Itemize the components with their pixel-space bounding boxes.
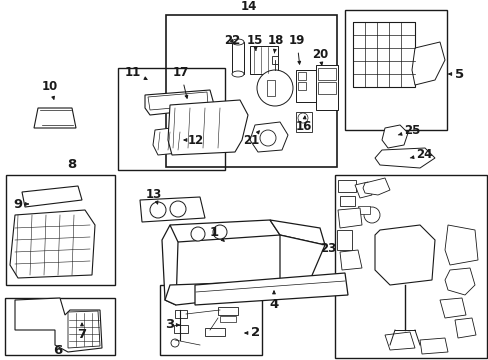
Text: 3: 3 — [165, 319, 180, 332]
Bar — [317, 68, 335, 80]
Text: 18: 18 — [267, 35, 284, 53]
Polygon shape — [195, 273, 347, 305]
Text: 14: 14 — [240, 0, 257, 13]
Circle shape — [191, 227, 204, 241]
Text: 17: 17 — [173, 67, 189, 98]
Text: 12: 12 — [183, 134, 203, 147]
Bar — [334, 175, 486, 358]
Text: 16: 16 — [295, 116, 311, 134]
Text: 25: 25 — [398, 125, 419, 138]
Bar — [317, 82, 335, 94]
Ellipse shape — [231, 71, 244, 77]
Bar — [204, 328, 224, 336]
Polygon shape — [153, 125, 198, 155]
Text: 8: 8 — [67, 158, 77, 171]
Text: 4: 4 — [269, 291, 278, 310]
Polygon shape — [170, 220, 280, 242]
Polygon shape — [10, 210, 95, 278]
Polygon shape — [374, 148, 434, 168]
Bar — [231, 42, 244, 74]
Text: 11: 11 — [124, 66, 147, 80]
Polygon shape — [22, 186, 82, 207]
Bar — [295, 112, 311, 132]
Bar — [339, 196, 354, 206]
Text: 20: 20 — [311, 48, 327, 65]
Polygon shape — [280, 235, 325, 290]
Bar — [315, 65, 337, 110]
Text: 7: 7 — [77, 323, 86, 341]
Polygon shape — [419, 338, 447, 354]
Circle shape — [171, 339, 179, 347]
Ellipse shape — [231, 39, 244, 45]
Polygon shape — [381, 125, 407, 148]
Bar — [297, 72, 305, 80]
Circle shape — [257, 70, 292, 106]
Bar — [218, 307, 238, 315]
Polygon shape — [164, 280, 309, 305]
Bar — [118, 68, 224, 170]
Polygon shape — [15, 298, 102, 352]
Polygon shape — [411, 42, 444, 85]
Bar — [174, 325, 187, 333]
Polygon shape — [140, 197, 204, 222]
Bar — [336, 230, 351, 250]
Text: 1: 1 — [209, 225, 224, 241]
Polygon shape — [168, 100, 247, 155]
Circle shape — [363, 207, 379, 223]
Polygon shape — [337, 208, 361, 228]
Polygon shape — [249, 122, 287, 152]
Polygon shape — [454, 318, 475, 338]
Polygon shape — [339, 250, 361, 270]
Bar — [6, 175, 115, 285]
Bar — [160, 285, 262, 355]
Polygon shape — [34, 108, 76, 128]
Polygon shape — [354, 182, 371, 198]
Circle shape — [260, 130, 275, 146]
Text: 2: 2 — [244, 327, 260, 339]
Text: 22: 22 — [224, 35, 240, 48]
Polygon shape — [439, 298, 465, 318]
Text: 5: 5 — [448, 68, 464, 81]
Text: 13: 13 — [145, 188, 162, 204]
Text: 6: 6 — [53, 345, 62, 357]
Bar — [175, 310, 186, 318]
Text: 19: 19 — [288, 35, 305, 64]
Bar — [297, 82, 305, 90]
Polygon shape — [145, 90, 215, 115]
Text: 9: 9 — [13, 198, 28, 211]
Polygon shape — [374, 225, 434, 285]
Text: 21: 21 — [243, 131, 259, 148]
Bar — [357, 206, 369, 214]
Circle shape — [170, 201, 185, 217]
Text: 23: 23 — [319, 243, 335, 256]
Polygon shape — [148, 92, 207, 110]
Bar — [266, 80, 274, 96]
Circle shape — [213, 225, 226, 239]
Polygon shape — [269, 220, 325, 245]
Bar — [271, 56, 278, 64]
Bar — [337, 180, 355, 192]
Bar — [249, 46, 278, 74]
Polygon shape — [384, 332, 414, 350]
Bar — [5, 298, 115, 355]
Polygon shape — [68, 311, 100, 348]
Text: 10: 10 — [42, 80, 58, 99]
Text: 15: 15 — [246, 35, 263, 50]
Bar — [295, 70, 319, 102]
Circle shape — [150, 202, 165, 218]
Bar — [352, 22, 414, 87]
Bar — [165, 15, 336, 167]
Polygon shape — [444, 268, 474, 295]
Text: 24: 24 — [409, 148, 431, 162]
Polygon shape — [362, 178, 389, 195]
Circle shape — [297, 113, 307, 123]
Bar — [220, 316, 236, 322]
Polygon shape — [444, 225, 477, 265]
Bar — [345, 10, 446, 130]
Polygon shape — [162, 225, 178, 305]
